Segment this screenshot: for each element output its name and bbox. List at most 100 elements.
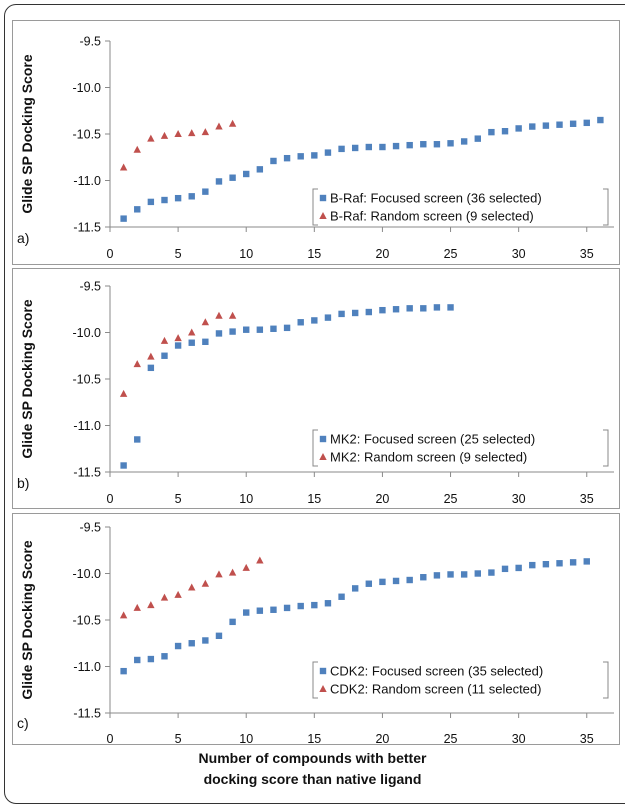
random-point xyxy=(133,145,141,153)
focused-point xyxy=(488,128,495,136)
y-tick-label: -11.0 xyxy=(73,419,101,433)
focused-point xyxy=(420,141,427,148)
focused-point xyxy=(379,578,386,586)
x-tick-label: 15 xyxy=(307,492,321,506)
legend-entry-label: B-Raf: Focused screen (36 selected) xyxy=(330,191,542,206)
focused-point xyxy=(420,574,427,581)
focused-point xyxy=(202,188,209,195)
focused-point xyxy=(542,561,550,568)
focused-point xyxy=(270,606,277,613)
focused-point xyxy=(229,174,236,181)
focused-point xyxy=(433,304,441,311)
focused-point xyxy=(365,308,373,316)
focused-point xyxy=(256,607,264,614)
focused-point xyxy=(488,569,495,576)
random-point xyxy=(174,130,182,137)
x-axis-title-line1: Number of compounds with better xyxy=(198,750,427,766)
x-tick-label: 0 xyxy=(107,732,114,746)
focused-point xyxy=(324,600,332,607)
focused-point xyxy=(351,585,359,592)
y-tick-label: -9.5 xyxy=(79,521,101,535)
focused-point xyxy=(351,309,359,317)
focused-point xyxy=(215,632,223,640)
focused-point xyxy=(365,143,373,151)
x-tick-label: 30 xyxy=(512,492,526,506)
x-tick-label: 0 xyxy=(107,247,114,261)
focused-point xyxy=(202,338,209,345)
focused-point xyxy=(161,653,168,660)
focused-point xyxy=(460,138,468,145)
focused-point xyxy=(324,314,332,321)
focused-point xyxy=(134,656,141,664)
x-tick-label: 10 xyxy=(239,732,253,746)
focused-point xyxy=(270,157,277,165)
focused-point xyxy=(447,304,454,311)
focused-point xyxy=(297,602,304,610)
focused-point xyxy=(311,317,318,324)
x-tick-label: 35 xyxy=(580,492,594,506)
y-tick-label: -10.5 xyxy=(73,614,102,628)
panel-label: a) xyxy=(17,230,29,246)
x-axis-title-line2: docking score than native ligand xyxy=(203,771,422,787)
random-point xyxy=(201,318,210,326)
y-tick-label: -10.0 xyxy=(73,567,102,581)
focused-point xyxy=(406,305,413,312)
focused-point xyxy=(161,352,168,359)
focused-point xyxy=(256,166,264,173)
panel-label: c) xyxy=(17,715,29,731)
focused-point xyxy=(188,640,195,647)
focused-point xyxy=(324,149,332,156)
legend-bracket-left xyxy=(312,429,318,467)
random-point xyxy=(119,611,128,619)
random-point xyxy=(242,563,250,571)
series-square-points xyxy=(120,304,454,469)
y-axis-label: Glide SP Docking Score xyxy=(19,54,35,213)
focused-point xyxy=(215,330,223,337)
y-tick-label: -11.5 xyxy=(73,221,101,235)
random-point xyxy=(215,122,223,130)
focused-point xyxy=(474,135,481,142)
focused-point xyxy=(215,178,223,185)
series-square-points xyxy=(120,558,590,675)
x-tick-label: 15 xyxy=(307,732,321,746)
focused-point xyxy=(243,170,250,178)
focused-point xyxy=(188,193,195,200)
focused-point xyxy=(311,601,318,609)
x-tick-label: 20 xyxy=(375,247,389,261)
x-tick-label: 25 xyxy=(444,247,458,261)
focused-point xyxy=(120,667,127,675)
focused-point xyxy=(229,328,236,335)
random-point xyxy=(147,352,155,360)
x-tick-label: 20 xyxy=(375,732,389,746)
legend-marker xyxy=(319,667,327,675)
random-point xyxy=(174,590,182,598)
focused-point xyxy=(297,153,304,160)
x-tick-label: 5 xyxy=(175,732,182,746)
focused-point xyxy=(515,564,522,572)
series-square-points xyxy=(120,116,604,222)
legend-marker xyxy=(319,435,327,443)
y-axis-label: Glide SP Docking Score xyxy=(19,540,35,699)
focused-point xyxy=(379,143,386,151)
focused-point xyxy=(338,145,345,153)
focused-point xyxy=(283,324,291,332)
focused-point xyxy=(583,558,590,565)
legend-bracket-right xyxy=(603,188,609,226)
focused-point xyxy=(243,609,250,616)
panel-label: b) xyxy=(17,475,29,491)
legend-marker xyxy=(319,685,327,692)
chart-b-svg: -11.5 -11.0 -10.5 -10.0 -9.5 0 5 10 15 20 25 30 35 Gl… xyxy=(17,280,614,506)
focused-point xyxy=(311,152,318,159)
focused-point xyxy=(134,436,141,443)
chart-c-svg: -11.5 -11.0 -10.5 -10.0 -9.5 0 5 10 15 20 25 30 35 Gl… xyxy=(17,521,614,746)
focused-point xyxy=(433,572,441,579)
x-axis-title: Number of compounds with better docking … xyxy=(0,748,625,790)
legend-bracket-left xyxy=(312,661,318,699)
focused-point xyxy=(474,570,481,577)
focused-point xyxy=(174,342,182,349)
random-point xyxy=(228,119,237,127)
focused-point xyxy=(365,580,373,587)
y-tick-label: -10.5 xyxy=(73,128,102,142)
x-tick-label: 10 xyxy=(239,247,253,261)
legend-entry-label: CDK2: Random screen (11 selected) xyxy=(330,682,541,697)
